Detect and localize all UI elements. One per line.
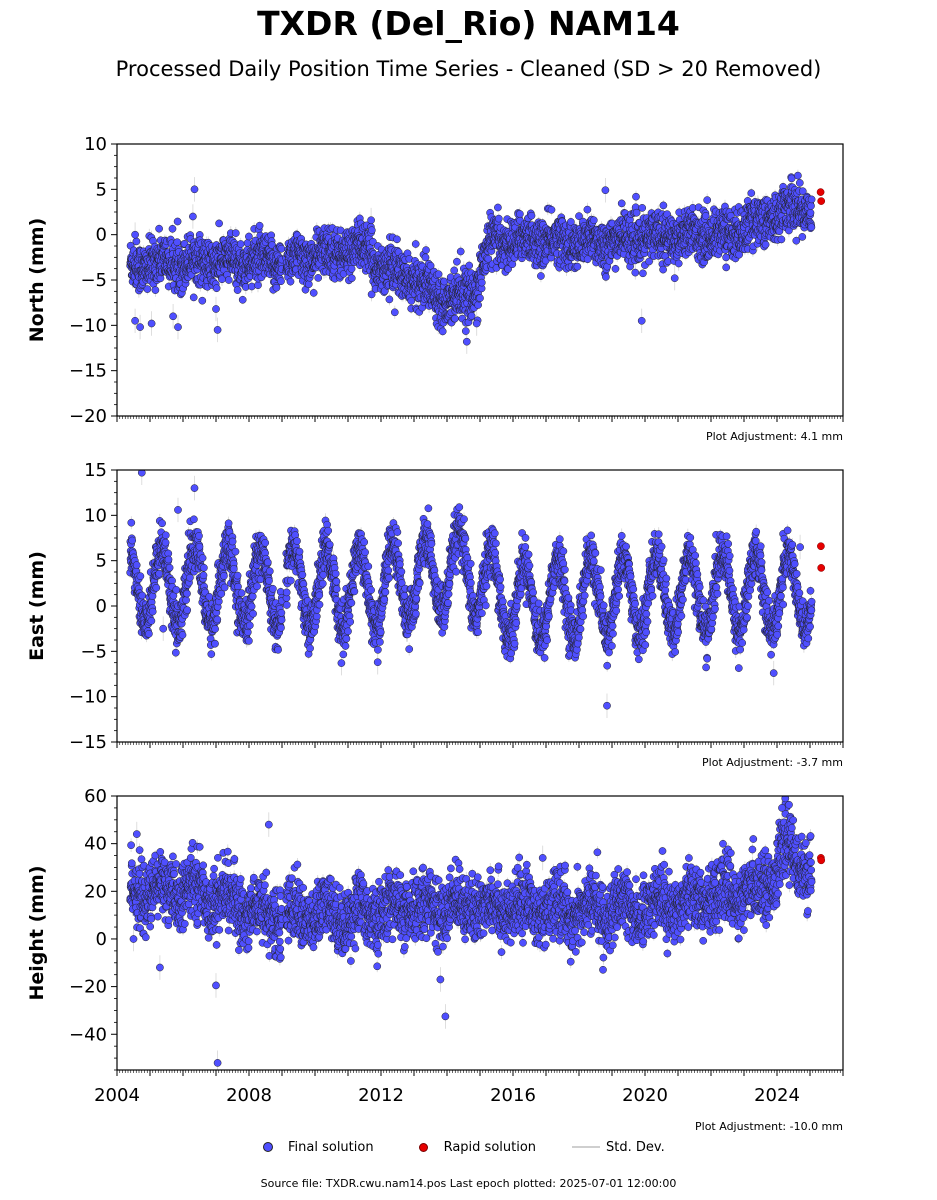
final-solution-point xyxy=(309,289,318,297)
figure-subtitle: Processed Daily Position Time Series - C… xyxy=(0,57,937,81)
final-solution-points xyxy=(126,171,816,346)
final-solution-point xyxy=(231,229,240,237)
final-solution-point xyxy=(143,285,152,293)
final-solution-point xyxy=(254,281,262,290)
final-solution-point xyxy=(245,232,253,241)
final-solution-point xyxy=(277,277,285,286)
final-solution-point xyxy=(347,274,356,283)
final-solution-point xyxy=(286,277,295,286)
final-solution-point xyxy=(173,238,182,247)
final-solution-point xyxy=(238,295,247,304)
final-solution-point xyxy=(347,264,356,273)
final-solution-point xyxy=(255,221,264,230)
final-solution-point xyxy=(173,217,182,226)
final-solution-point xyxy=(168,224,177,233)
final-solution-point xyxy=(189,293,198,302)
final-solution-point xyxy=(215,219,223,228)
final-solution-point xyxy=(212,284,221,293)
final-solution-point xyxy=(224,276,233,284)
final-solution-point xyxy=(314,274,323,282)
final-solution-point xyxy=(277,244,286,253)
final-solution-point xyxy=(132,237,141,246)
figure-title: TXDR (Del_Rio) NAM14 xyxy=(0,4,937,43)
final-solution-point xyxy=(247,282,256,291)
final-solution-point xyxy=(155,224,163,233)
final-solution-point xyxy=(272,283,281,292)
final-solution-point xyxy=(151,286,160,294)
final-solution-point xyxy=(233,286,242,294)
final-solution-point xyxy=(304,280,313,289)
data-layer xyxy=(126,169,826,354)
final-solution-point xyxy=(236,240,245,248)
final-solution-point xyxy=(198,296,207,305)
